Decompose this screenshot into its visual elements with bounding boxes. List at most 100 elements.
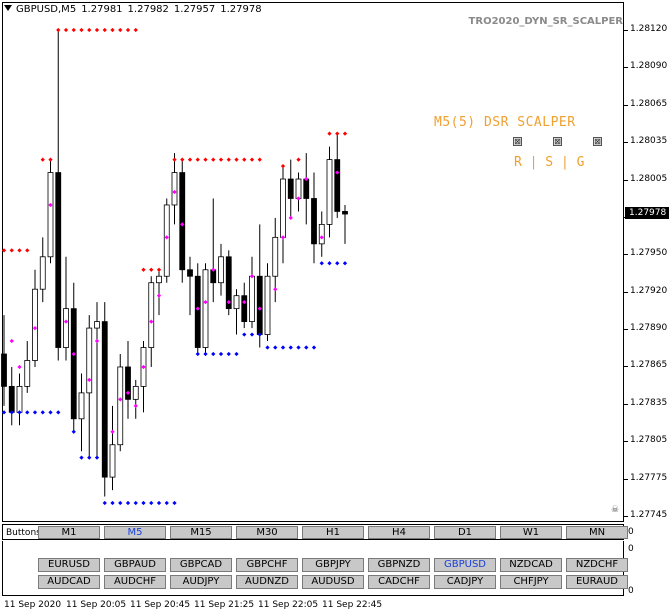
tf-button-m30[interactable]: M30	[236, 526, 298, 539]
support-dot	[87, 455, 92, 460]
support-dot	[71, 429, 76, 434]
candle-body	[117, 366, 124, 446]
tf-button-h1[interactable]: H1	[302, 526, 364, 539]
resistance-dot	[172, 157, 177, 162]
resistance-dot	[71, 27, 76, 33]
support-dot	[102, 500, 107, 506]
support-dot	[141, 500, 146, 506]
symbol-button-gbpusd[interactable]: GBPUSD	[434, 558, 496, 572]
price-label: 1.27835	[630, 397, 668, 408]
candle-body	[280, 178, 286, 238]
resistance-dot	[335, 131, 340, 136]
candle-body	[318, 223, 325, 245]
support-dot	[118, 500, 123, 506]
symbol-button-audchf[interactable]: AUDCHF	[104, 575, 166, 589]
tf-button-h4[interactable]: H4	[368, 526, 430, 539]
candle-body	[125, 366, 131, 400]
chart-area[interactable]	[2, 2, 624, 522]
candle-body	[55, 172, 62, 348]
symbol-button-audusd[interactable]: AUDUSD	[302, 575, 364, 589]
time-label: 11 Sep 20:45	[130, 600, 191, 610]
symbol-button-chfjpy[interactable]: CHFJPY	[500, 575, 562, 589]
scalper-title: M5(5) DSR SCALPER	[434, 115, 576, 130]
support-dot	[288, 345, 293, 350]
symbol-button-gbpaud[interactable]: GBPAUD	[104, 558, 166, 572]
price-label: 1.28090	[630, 61, 668, 72]
signal-dot	[280, 235, 286, 240]
symbol-button-euraud[interactable]: EURAUD	[566, 575, 628, 589]
candle-body	[233, 295, 240, 310]
symbol-button-cadjpy[interactable]: CADJPY	[434, 575, 496, 589]
symbol-button-audjpy[interactable]: AUDJPY	[170, 575, 232, 589]
candle-body	[326, 159, 333, 225]
candle-body	[32, 288, 38, 361]
skull-icon: ☠	[611, 505, 619, 515]
symbol-button-gbpchf[interactable]: GBPCHF	[236, 558, 298, 572]
tf-button-w1[interactable]: W1	[500, 526, 562, 539]
candle-body	[187, 269, 193, 277]
support-dot	[342, 261, 348, 266]
symbol-button-gbpjpy[interactable]: GBPJPY	[302, 558, 364, 572]
price-label: 1.28005	[630, 173, 668, 184]
signal-dot	[273, 287, 278, 292]
candle-body	[78, 392, 85, 420]
resistance-dot	[234, 157, 239, 162]
candle-body	[225, 256, 232, 310]
candle-body	[202, 269, 209, 348]
candle-body	[39, 256, 46, 290]
support-dot	[94, 455, 100, 460]
signal-dot	[249, 274, 255, 279]
tf-button-m5[interactable]: M5	[104, 526, 166, 539]
resistance-dot	[141, 267, 146, 272]
symbol-button-eurusd[interactable]: EURUSD	[38, 558, 100, 572]
support-dot	[234, 351, 239, 357]
signal-dot	[335, 170, 340, 175]
support-dot	[1, 410, 7, 415]
resistance-dot	[242, 157, 247, 162]
candle-body	[287, 178, 294, 199]
resistance-dot	[125, 27, 131, 33]
symbol-button-audnzd[interactable]: AUDNZD	[236, 575, 298, 589]
support-dot	[79, 455, 84, 460]
tf-button-mn[interactable]: MN	[566, 526, 628, 539]
time-label: 11 Sep 2020	[4, 600, 62, 610]
support-dot	[156, 500, 162, 506]
symbol-button-gbpcad[interactable]: GBPCAD	[170, 558, 232, 572]
signal-dot	[94, 338, 100, 344]
candle-body	[132, 385, 139, 400]
support-dot	[273, 345, 278, 350]
checkbox-s[interactable]: ⊠	[553, 137, 562, 146]
dropdown-triangle-icon[interactable]	[4, 5, 12, 11]
resistance-dot	[63, 27, 69, 33]
candle-body	[342, 211, 348, 215]
symbol-button-nzdchf[interactable]: NZDCHF	[566, 558, 628, 572]
candle-body	[171, 172, 178, 206]
price-tick	[624, 142, 628, 144]
low-price: 1.27957	[173, 4, 216, 15]
symbol-button-nzdcad[interactable]: NZDCAD	[500, 558, 562, 572]
tf-button-m1[interactable]: M1	[38, 526, 100, 539]
tf-button-m15[interactable]: M15	[170, 526, 232, 539]
support-dot	[327, 261, 332, 266]
resistance-dot	[195, 157, 200, 162]
support-dot	[335, 261, 340, 266]
candle-body	[218, 256, 224, 284]
tf-button-d1[interactable]: D1	[434, 526, 496, 539]
symbol-button-audcad[interactable]: AUDCAD	[38, 575, 100, 589]
support-dot	[25, 410, 30, 415]
time-label: 11 Sep 20:05	[66, 600, 127, 610]
symbol-timeframe: GBPUSD,M5	[16, 4, 77, 15]
checkbox-r[interactable]: ⊠	[513, 137, 522, 146]
time-label: 11 Sep 22:45	[322, 600, 383, 610]
resistance-dot	[249, 157, 255, 162]
indicator-name: TRO2020_DYN_SR_SCALPER	[468, 16, 623, 27]
support-dot	[242, 332, 247, 337]
candle-body	[70, 308, 77, 420]
symbol-button-cadchf[interactable]: CADCHF	[368, 575, 430, 589]
signal-dot	[319, 235, 324, 240]
candle-body	[334, 159, 341, 212]
checkbox-g[interactable]: ⊠	[593, 137, 602, 146]
signal-dot	[172, 189, 177, 195]
symbol-button-gbpnzd[interactable]: GBPNZD	[368, 558, 430, 572]
